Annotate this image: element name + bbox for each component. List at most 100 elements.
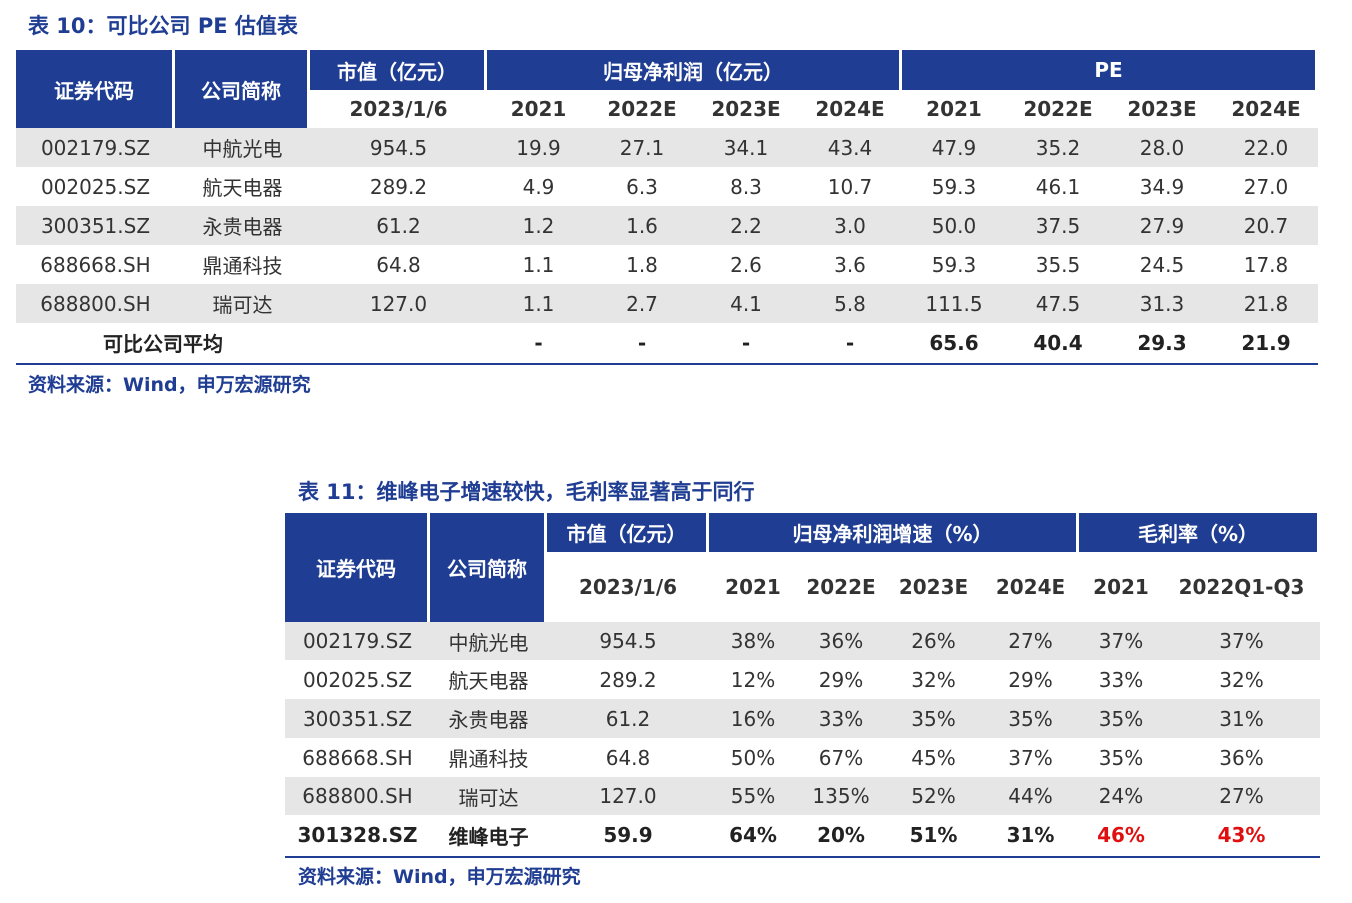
table-cell: 2.7 <box>590 284 694 323</box>
table-cell: 38% <box>709 622 797 660</box>
table-cell: 46.1 <box>1035 174 1081 199</box>
header-cell: 公司简称 <box>430 513 547 622</box>
subheader-cell: 2024E <box>1231 97 1301 121</box>
subheader-cell: 2021 <box>1093 575 1149 599</box>
table-cell: 8.3 <box>730 174 762 199</box>
subheader-cell: 2023E <box>1127 97 1197 121</box>
subheader-cell: 2023/1/6 <box>578 575 678 599</box>
table-cell: 34.9 <box>1139 174 1185 199</box>
subheader-cell: 2023E <box>898 575 969 599</box>
table-cell: 688668.SH <box>302 745 413 770</box>
table-cell: 5.8 <box>798 284 902 323</box>
table-cell: 4.1 <box>694 284 798 323</box>
target-cell: 31% <box>1006 823 1055 847</box>
table-cell: 688668.SH <box>40 252 151 277</box>
average-cell: 29.3 <box>1137 330 1187 355</box>
table-cell: 鼎通科技 <box>448 747 529 771</box>
target-cell: 43% <box>1217 823 1266 847</box>
table-cell: 59.3 <box>931 252 977 277</box>
table-cell: 19.9 <box>487 128 590 167</box>
table-cell: 33% <box>1098 667 1144 692</box>
table-cell: 37.5 <box>1006 206 1110 245</box>
table-cell: 3.0 <box>798 206 902 245</box>
table-cell: 45% <box>911 745 956 770</box>
table-cell: 31.3 <box>1110 284 1214 323</box>
table-cell: 24.5 <box>1139 252 1185 277</box>
header-cell: 证券代码 <box>16 50 175 128</box>
table-cell: 17.8 <box>1243 252 1289 277</box>
table-cell: 航天电器 <box>202 176 283 200</box>
table-cell: 688800.SH <box>16 284 175 323</box>
table-cell: 35% <box>982 699 1079 738</box>
table-cell: 瑞可达 <box>430 777 547 815</box>
table-cell: 50.0 <box>902 206 1006 245</box>
table-cell: 37% <box>1163 622 1320 660</box>
bottom-rule <box>16 363 1318 365</box>
table-cell: 16% <box>709 699 797 738</box>
average-cell: 65.6 <box>929 330 979 355</box>
table-cell: 127.0 <box>310 284 487 323</box>
target-cell: 51% <box>909 823 958 847</box>
table-cell: 688800.SH <box>285 777 430 815</box>
average-cell: 21.9 <box>1241 330 1291 355</box>
table-cell: 32% <box>1219 667 1264 692</box>
header-group: PE <box>902 50 1318 90</box>
table-cell: 1.1 <box>522 252 555 277</box>
average-label: 可比公司平均 <box>103 332 223 356</box>
table-cell: 50% <box>730 745 776 770</box>
table-cell: 3.6 <box>834 252 866 277</box>
table-cell: 1.2 <box>487 206 590 245</box>
table-cell: 22.0 <box>1214 128 1318 167</box>
subheader-cell: 2023/1/6 <box>349 97 448 121</box>
target-cell: 59.9 <box>603 823 653 847</box>
table-cell: 47.9 <box>902 128 1006 167</box>
average-cell: 40.4 <box>1033 330 1083 355</box>
subheader-cell: 2022E <box>607 97 677 121</box>
table-cell: 34.1 <box>694 128 798 167</box>
header-group: 市值（亿元） <box>547 513 709 552</box>
table-cell: 33% <box>797 699 885 738</box>
table-cell: 12% <box>730 667 776 692</box>
average-cell: - <box>741 330 751 355</box>
table-cell: 954.5 <box>310 128 487 167</box>
table-cell: 21.8 <box>1214 284 1318 323</box>
table-cell: 954.5 <box>547 622 709 660</box>
table-cell: 永贵电器 <box>430 699 547 738</box>
header-group: 归母净利润增速（%） <box>709 513 1079 552</box>
table-cell: 35% <box>1098 745 1144 770</box>
target-cell: 维峰电子 <box>448 824 529 849</box>
table-cell: 2.6 <box>730 252 762 277</box>
table-cell: 47.5 <box>1006 284 1110 323</box>
table-cell: 289.2 <box>599 667 657 692</box>
subheader-cell: 2022Q1-Q3 <box>1178 575 1305 599</box>
table-cell: 35% <box>1079 699 1163 738</box>
subheader-cell: 2021 <box>510 97 567 121</box>
table-cell: 135% <box>797 777 885 815</box>
header-group: 归母净利润（亿元） <box>487 50 902 90</box>
table-cell: 29% <box>1008 667 1053 692</box>
table-cell: 27% <box>1163 777 1320 815</box>
target-cell: 46% <box>1097 823 1145 847</box>
table-cell: 002179.SZ <box>16 128 175 167</box>
average-cell: - <box>845 330 855 355</box>
table-cell: 36% <box>797 622 885 660</box>
table-cell: 29% <box>818 667 864 692</box>
table-cell: 1.8 <box>626 252 658 277</box>
table-cell: 24% <box>1079 777 1163 815</box>
table-cell: 37% <box>1008 745 1053 770</box>
table-title: 表 10：可比公司 PE 估值表 <box>28 14 298 38</box>
table-cell: 002025.SZ <box>302 667 413 692</box>
table-cell: 鼎通科技 <box>202 254 283 278</box>
subheader-cell: 2022E <box>806 575 876 599</box>
table-cell: 20.7 <box>1214 206 1318 245</box>
average-cell: - <box>534 330 543 355</box>
subheader-cell: 2024E <box>995 575 1066 599</box>
table-cell: 44% <box>982 777 1079 815</box>
subheader-cell: 2021 <box>725 575 781 599</box>
table-cell: 289.2 <box>369 174 428 199</box>
table-cell: 300351.SZ <box>285 699 430 738</box>
table-cell: 43.4 <box>798 128 902 167</box>
table-cell: 27% <box>982 622 1079 660</box>
subheader-cell: 2022E <box>1023 97 1093 121</box>
